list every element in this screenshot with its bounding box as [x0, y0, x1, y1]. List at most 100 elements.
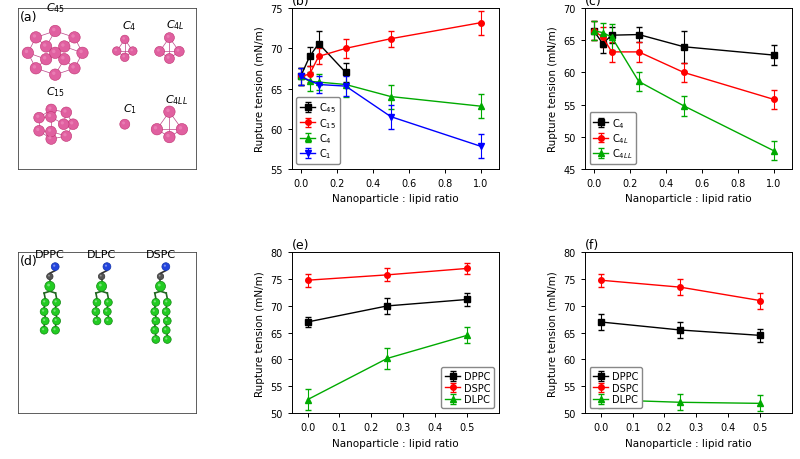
Circle shape	[58, 42, 70, 53]
Circle shape	[61, 122, 64, 125]
Circle shape	[152, 299, 160, 307]
Circle shape	[157, 50, 160, 52]
Circle shape	[53, 317, 61, 325]
Circle shape	[46, 274, 53, 280]
Circle shape	[58, 120, 69, 130]
Circle shape	[50, 70, 61, 81]
Text: (e): (e)	[292, 238, 309, 251]
Circle shape	[154, 47, 165, 57]
Circle shape	[94, 310, 96, 312]
Circle shape	[79, 50, 82, 54]
Y-axis label: Rupture tension (mN/m): Rupture tension (mN/m)	[548, 270, 558, 396]
Text: (b): (b)	[292, 0, 310, 8]
Circle shape	[163, 317, 171, 325]
Circle shape	[152, 317, 160, 325]
Circle shape	[166, 56, 170, 60]
Circle shape	[25, 50, 28, 54]
Circle shape	[105, 265, 107, 267]
Circle shape	[61, 57, 65, 60]
Circle shape	[50, 26, 61, 38]
Circle shape	[43, 44, 46, 48]
Y-axis label: Rupture tension (mN/m): Rupture tension (mN/m)	[548, 27, 558, 152]
Circle shape	[50, 48, 61, 59]
Legend: DPPC, DSPC, DLPC: DPPC, DSPC, DLPC	[442, 368, 494, 408]
Circle shape	[164, 328, 166, 330]
Circle shape	[61, 131, 72, 142]
Circle shape	[165, 338, 167, 340]
Circle shape	[22, 48, 34, 59]
Text: (c): (c)	[585, 0, 602, 8]
Circle shape	[120, 120, 130, 130]
Circle shape	[47, 284, 50, 287]
Circle shape	[40, 54, 52, 66]
Circle shape	[34, 126, 45, 137]
Circle shape	[162, 326, 170, 335]
Circle shape	[154, 127, 158, 130]
Circle shape	[93, 299, 101, 307]
Text: $C_1$: $C_1$	[122, 102, 137, 116]
Circle shape	[122, 56, 125, 58]
Circle shape	[54, 328, 56, 330]
Text: $C_{4LL}$: $C_{4LL}$	[165, 93, 188, 107]
Circle shape	[103, 263, 111, 271]
Circle shape	[45, 282, 55, 291]
Circle shape	[40, 42, 52, 53]
Circle shape	[43, 57, 46, 60]
Circle shape	[151, 124, 162, 135]
Text: $C_{15}$: $C_{15}$	[46, 85, 66, 99]
X-axis label: Nanoparticle : lipid ratio: Nanoparticle : lipid ratio	[625, 437, 752, 448]
Circle shape	[63, 110, 66, 113]
Circle shape	[77, 48, 88, 59]
Circle shape	[151, 308, 158, 316]
Circle shape	[99, 284, 102, 287]
Circle shape	[95, 319, 97, 321]
Circle shape	[121, 54, 129, 62]
Circle shape	[105, 299, 112, 307]
Text: (a): (a)	[19, 11, 37, 24]
Circle shape	[164, 310, 166, 312]
Legend: C$_{4}$, C$_{4L}$, C$_{4LL}$: C$_{4}$, C$_{4L}$, C$_{4LL}$	[590, 112, 636, 165]
Circle shape	[103, 308, 111, 316]
Circle shape	[42, 310, 44, 312]
Circle shape	[100, 275, 102, 277]
Circle shape	[158, 275, 161, 277]
Circle shape	[54, 301, 57, 303]
Circle shape	[42, 299, 49, 307]
Circle shape	[61, 108, 72, 118]
Circle shape	[43, 319, 46, 321]
Circle shape	[33, 66, 36, 69]
Circle shape	[52, 73, 55, 76]
Circle shape	[164, 265, 166, 267]
Circle shape	[121, 36, 129, 45]
Text: $C_{45}$: $C_{45}$	[46, 2, 66, 16]
Circle shape	[106, 310, 107, 312]
Circle shape	[40, 308, 48, 316]
Circle shape	[165, 34, 174, 44]
Circle shape	[129, 48, 137, 56]
Circle shape	[95, 301, 97, 303]
Text: DSPC: DSPC	[146, 249, 175, 259]
Circle shape	[153, 310, 155, 312]
Circle shape	[97, 282, 106, 291]
Circle shape	[158, 284, 161, 287]
Circle shape	[43, 301, 46, 303]
Circle shape	[53, 299, 61, 307]
Text: (f): (f)	[585, 238, 599, 251]
Circle shape	[46, 105, 57, 116]
Text: $C_4$: $C_4$	[122, 19, 137, 33]
Circle shape	[46, 134, 57, 145]
Y-axis label: Rupture tension (mN/m): Rupture tension (mN/m)	[254, 27, 265, 152]
Circle shape	[163, 336, 171, 344]
Circle shape	[52, 308, 59, 316]
Circle shape	[71, 35, 74, 39]
Circle shape	[30, 63, 42, 75]
Circle shape	[33, 35, 36, 39]
Circle shape	[69, 33, 80, 44]
Circle shape	[153, 328, 155, 330]
Circle shape	[162, 263, 170, 271]
Circle shape	[154, 301, 156, 303]
Circle shape	[68, 120, 78, 130]
Circle shape	[42, 328, 44, 330]
Circle shape	[165, 319, 167, 321]
Text: $C_{4L}$: $C_{4L}$	[166, 18, 185, 32]
